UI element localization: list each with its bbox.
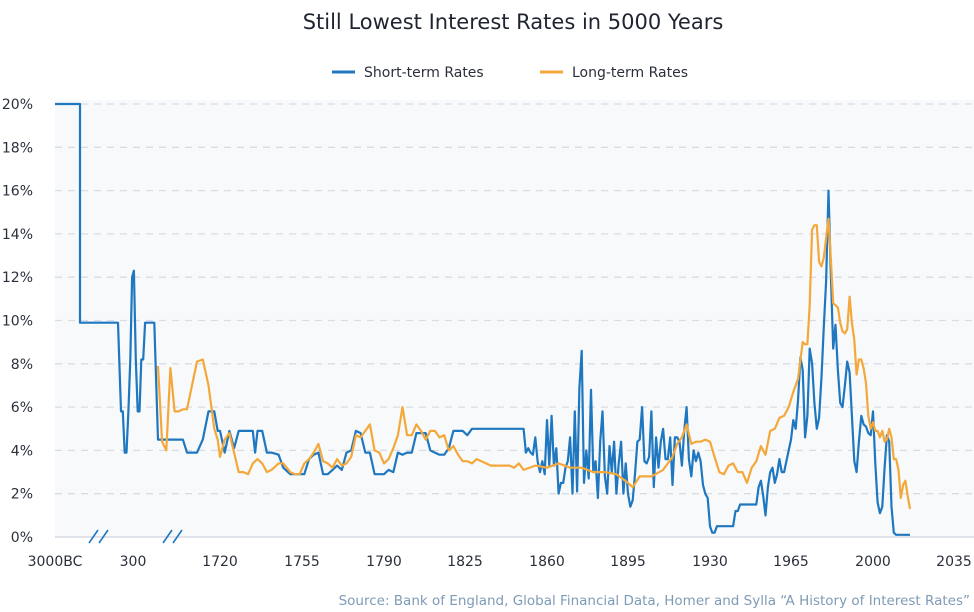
series-layer xyxy=(55,102,912,536)
y-tick-label: 14% xyxy=(2,227,33,243)
y-tick-label: 0% xyxy=(11,530,33,546)
x-tick-label: 1860 xyxy=(529,554,565,570)
plot-area xyxy=(55,100,974,537)
gridlines xyxy=(55,103,974,495)
x-axis-ticks: 3000BC 300 1720 1755 1790 1825 1860 1895 1930 196… xyxy=(28,554,972,570)
x-tick-label: 1965 xyxy=(773,554,809,570)
x-tick-label: 2000 xyxy=(855,554,891,570)
axis-break-2 xyxy=(162,529,183,544)
x-tick-label: 300 xyxy=(120,554,147,570)
y-axis-ticks: 0% 2% 4% 6% 8% 10% 12% 14% 16% 18% 20% xyxy=(2,97,33,546)
legend: Short-term Rates Long-term Rates xyxy=(332,65,688,81)
x-tick-label: 1895 xyxy=(610,554,646,570)
y-tick-label: 16% xyxy=(2,184,33,200)
chart-title: Still Lowest Interest Rates in 5000 Year… xyxy=(303,10,724,34)
series-line-long-term xyxy=(156,217,912,510)
y-tick-label: 20% xyxy=(2,97,33,113)
x-tick-label: 1755 xyxy=(284,554,320,570)
x-tick-label: 1825 xyxy=(447,554,483,570)
x-tick-label: 1720 xyxy=(202,554,238,570)
x-tick-label: 1790 xyxy=(366,554,402,570)
y-tick-label: 2% xyxy=(11,487,33,503)
y-tick-label: 10% xyxy=(2,314,33,330)
y-tick-label: 18% xyxy=(2,140,33,156)
x-tick-label: 1930 xyxy=(692,554,728,570)
x-tick-label: 2035 xyxy=(936,554,972,570)
legend-label-long: Long-term Rates xyxy=(572,65,688,81)
y-tick-label: 8% xyxy=(11,357,33,373)
y-tick-label: 4% xyxy=(11,443,33,459)
y-tick-label: 6% xyxy=(11,400,33,416)
axis-break-1 xyxy=(88,529,109,544)
legend-label-short: Short-term Rates xyxy=(364,65,484,81)
x-tick-label: 3000BC xyxy=(28,554,83,570)
chart-source: Source: Bank of England, Global Financia… xyxy=(339,593,970,609)
y-tick-label: 12% xyxy=(2,270,33,286)
